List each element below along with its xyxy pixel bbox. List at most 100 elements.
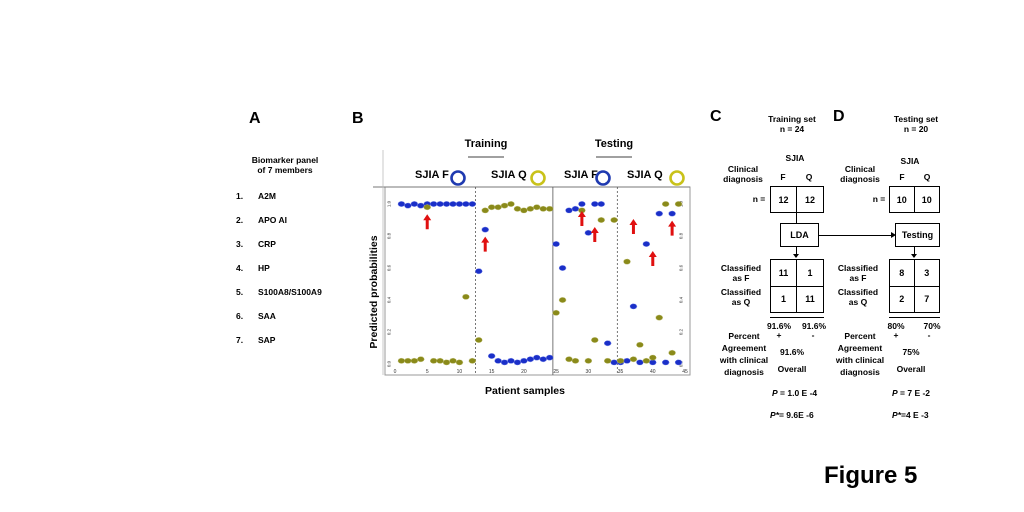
- c-overall-label: Overall: [777, 364, 807, 374]
- list-item: 5. S100A8/S100A9: [236, 287, 322, 297]
- point-sjia-f: [552, 241, 560, 247]
- x-tick-label: 25: [553, 369, 559, 375]
- testing-header-line1: Testing set: [893, 114, 939, 124]
- panel-b-letter: B: [352, 110, 364, 127]
- point-sjia-f: [539, 356, 547, 363]
- ring-icon-train-f: [450, 170, 466, 186]
- training-header-line1: Training set: [768, 114, 816, 124]
- point-sjia-q: [481, 207, 489, 214]
- point-sjia-f: [462, 201, 470, 207]
- d-p-symbol: P: [892, 388, 898, 398]
- list-label: S100A8/S100A9: [258, 287, 322, 297]
- c-class-q-line2: as Q: [731, 297, 751, 307]
- point-sjia-q: [429, 357, 438, 364]
- x-tick-label: 15: [489, 369, 495, 375]
- testing-header-line2: n = 20: [903, 124, 929, 134]
- point-sjia-q: [410, 357, 419, 364]
- list-item: 2. APO AI: [236, 215, 287, 225]
- point-sjia-f: [417, 202, 425, 209]
- d-pct-plus: 80%: [887, 321, 905, 331]
- d-cell-qq: 7: [924, 294, 930, 305]
- d-class-f-line2: as F: [849, 273, 867, 283]
- y-tick-label-right: 0.6: [679, 264, 684, 271]
- d-classified-q: Classified as Q: [833, 287, 883, 307]
- list-label: SAP: [258, 335, 276, 345]
- point-sjia-f: [487, 353, 496, 359]
- d-confusion-matrix: 8 3 2 7: [889, 259, 940, 313]
- x-tick-label: 5: [426, 369, 429, 375]
- c-n-table: 12 12: [770, 186, 824, 213]
- point-sjia-q: [603, 357, 612, 364]
- c-col-f: F: [780, 172, 786, 182]
- axis-layer: 0510152025303540450.00.00.20.20.40.40.60…: [387, 200, 688, 375]
- point-sjia-q: [584, 357, 593, 364]
- point-sjia-q: [404, 357, 412, 364]
- list-item: 3. CRP: [236, 239, 276, 249]
- c-arrow-down-1: [796, 213, 797, 223]
- y-axis-label: Predicted probabilities: [368, 235, 380, 348]
- misclassification-arrow-icon: [577, 211, 586, 226]
- c-pstar-symbol: P*: [770, 410, 779, 420]
- point-sjia-q: [533, 204, 541, 211]
- point-sjia-q: [520, 207, 528, 214]
- c-plus: +: [776, 330, 782, 340]
- point-sjia-f: [533, 354, 541, 361]
- ring-icon-train-q: [530, 170, 546, 186]
- c-clinical-diagnosis: Clinical diagnosis: [718, 164, 768, 184]
- list-item: 1. A2M: [236, 191, 276, 201]
- list-number: 7.: [236, 335, 244, 345]
- d-percent-line3: with clinical: [835, 355, 885, 365]
- d-cell-ff: 8: [890, 260, 915, 287]
- c-arrow-down-2: [796, 247, 797, 257]
- d-clinical-diagnosis: Clinical diagnosis: [835, 164, 885, 184]
- point-sjia-q: [423, 204, 431, 211]
- point-sjia-f: [449, 201, 457, 207]
- point-sjia-f: [591, 201, 599, 207]
- d-minus: -: [927, 330, 931, 340]
- d-classified-f: Classified as F: [833, 263, 883, 283]
- point-layer: [397, 201, 683, 366]
- misclassification-arrow-icon: [481, 236, 490, 252]
- misclassification-arrow-icon: [423, 214, 432, 230]
- list-number: 5.: [236, 287, 244, 297]
- d-cell-qf: 2: [890, 286, 915, 312]
- point-sjia-q: [507, 201, 515, 207]
- list-number: 3.: [236, 239, 244, 249]
- list-label: APO AI: [258, 215, 287, 225]
- d-plus: +: [893, 330, 899, 340]
- list-number: 4.: [236, 263, 244, 273]
- d-pstar-symbol: P*: [892, 410, 901, 420]
- point-sjia-f: [642, 241, 651, 247]
- point-sjia-q: [674, 201, 683, 207]
- c-p-text: = 1.0 E -4: [777, 388, 818, 398]
- d-col-f: F: [899, 172, 905, 182]
- c-n-label: n =: [752, 194, 766, 204]
- point-sjia-f: [429, 201, 438, 207]
- d-pct-minus: 70%: [923, 321, 941, 331]
- c-overall-value: 91.6%: [779, 347, 805, 357]
- d-p-value: P = 7 E -2: [892, 388, 952, 398]
- point-sjia-f: [565, 207, 573, 214]
- d-percent-line1: Percent: [844, 331, 876, 341]
- d-pstar-value: P*=4 E -3: [892, 410, 952, 420]
- list-number: 1.: [236, 191, 244, 201]
- c-n-q: 12: [804, 194, 815, 205]
- point-sjia-f: [500, 359, 509, 366]
- lda-box: LDA: [780, 223, 819, 247]
- point-sjia-f: [468, 201, 477, 207]
- x-axis-label: Patient samples: [485, 385, 565, 397]
- c-clinical-line2: diagnosis: [723, 174, 763, 184]
- lda-to-testing-arrow: [819, 235, 893, 236]
- testing-label: Testing: [595, 138, 633, 150]
- point-sjia-f: [455, 201, 464, 207]
- point-sjia-f: [494, 357, 502, 364]
- point-sjia-f: [623, 357, 631, 364]
- c-pstar-value: P*= 9.6E -6: [770, 410, 840, 420]
- point-sjia-q: [487, 204, 496, 211]
- y-tick-label-left: 0.0: [387, 360, 392, 367]
- c-p-symbol: P: [772, 388, 778, 398]
- point-sjia-q: [571, 357, 580, 364]
- point-sjia-q: [623, 258, 631, 265]
- list-number: 6.: [236, 311, 244, 321]
- d-col-q: Q: [923, 172, 931, 182]
